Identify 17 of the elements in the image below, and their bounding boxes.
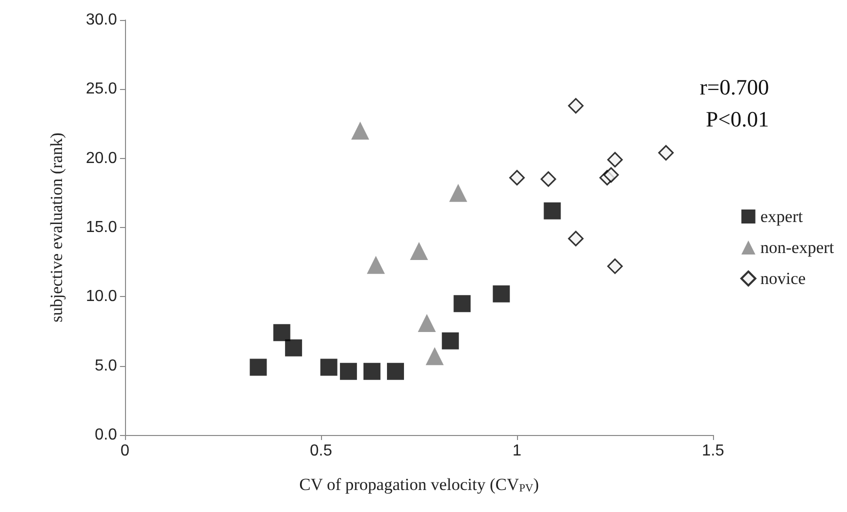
y-tick-label: 30.0 xyxy=(86,12,118,28)
y-tick-label: 15.0 xyxy=(86,219,118,236)
legend-label: expert xyxy=(760,207,804,226)
y-axis-title: subjective evaluation (rank) xyxy=(47,132,66,322)
x-tick-label: 1 xyxy=(512,442,522,460)
y-tick-label: 5.0 xyxy=(94,357,118,374)
x-tick-label: 0 xyxy=(120,442,130,460)
y-tick-label: 20.0 xyxy=(86,150,118,167)
annotation: r=0.700 xyxy=(700,74,769,100)
legend-label: non-expert xyxy=(760,238,834,257)
x-tick-label: 1.5 xyxy=(702,442,724,460)
annotation: P<0.01 xyxy=(706,106,770,132)
y-tick-label: 10.0 xyxy=(86,288,118,306)
x-tick-label: 0.5 xyxy=(310,442,332,460)
y-tick-label: 0.0 xyxy=(94,426,118,444)
legend-label: novice xyxy=(760,269,806,288)
y-tick-label: 25.0 xyxy=(86,80,118,98)
